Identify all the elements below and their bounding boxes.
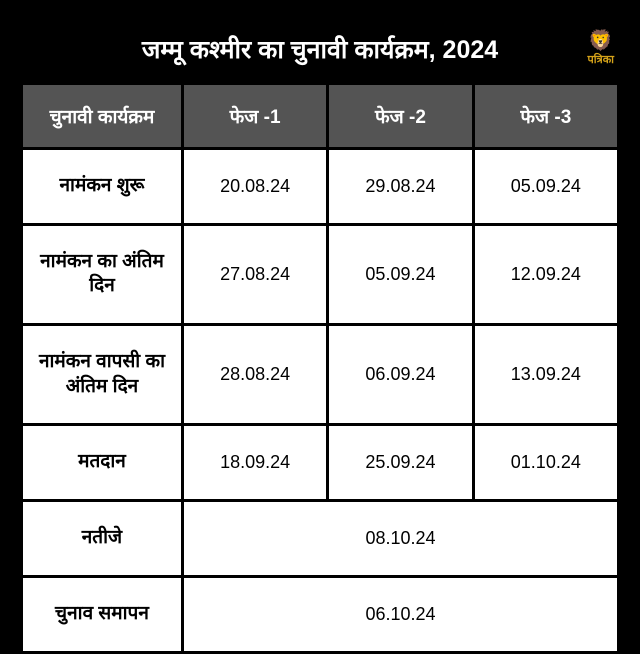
- table-row: मतदान 18.09.24 25.09.24 01.10.24: [23, 426, 617, 499]
- row-p2: 06.09.24: [329, 326, 471, 423]
- publisher-logo: 🦁 पत्रिका: [588, 30, 614, 66]
- schedule-container: जम्मू कश्मीर का चुनावी कार्यक्रम, 2024 🦁…: [20, 20, 620, 620]
- row-label: मतदान: [23, 426, 181, 499]
- row-label: नामंकन का अंतिम दिन: [23, 226, 181, 323]
- row-label: नामंकन शुरू: [23, 150, 181, 223]
- row-p2: 29.08.24: [329, 150, 471, 223]
- table-row: नामंकन का अंतिम दिन 27.08.24 05.09.24 12…: [23, 226, 617, 323]
- main-title: जम्मू कश्मीर का चुनावी कार्यक्रम, 2024: [142, 36, 498, 64]
- row-p2: 25.09.24: [329, 426, 471, 499]
- row-label: नतीजे: [23, 502, 181, 575]
- election-schedule-table: चुनावी कार्यक्रम फेज -1 फेज -2 फेज -3 ना…: [20, 82, 620, 654]
- header-phase1: फेज -1: [184, 85, 326, 147]
- row-p2: 05.09.24: [329, 226, 471, 323]
- table-row: नामंकन शुरू 20.08.24 29.08.24 05.09.24: [23, 150, 617, 223]
- header-phase3: फेज -3: [475, 85, 617, 147]
- lion-icon: 🦁: [588, 30, 614, 52]
- title-bar: जम्मू कश्मीर का चुनावी कार्यक्रम, 2024 🦁…: [20, 20, 620, 82]
- table-row: नामंकन वापसी का अंतिम दिन 28.08.24 06.09…: [23, 326, 617, 423]
- row-p3: 05.09.24: [475, 150, 617, 223]
- row-p1: 27.08.24: [184, 226, 326, 323]
- logo-text: पत्रिका: [588, 54, 614, 66]
- header-phase2: फेज -2: [329, 85, 471, 147]
- row-p1: 18.09.24: [184, 426, 326, 499]
- header-label: चुनावी कार्यक्रम: [23, 85, 181, 147]
- row-p3: 13.09.24: [475, 326, 617, 423]
- row-p1: 20.08.24: [184, 150, 326, 223]
- table-row-merged: नतीजे 08.10.24: [23, 502, 617, 575]
- row-p3: 01.10.24: [475, 426, 617, 499]
- row-label: नामंकन वापसी का अंतिम दिन: [23, 326, 181, 423]
- table-header-row: चुनावी कार्यक्रम फेज -1 फेज -2 फेज -3: [23, 85, 617, 147]
- row-p1: 28.08.24: [184, 326, 326, 423]
- merged-value: 08.10.24: [184, 502, 617, 575]
- row-p3: 12.09.24: [475, 226, 617, 323]
